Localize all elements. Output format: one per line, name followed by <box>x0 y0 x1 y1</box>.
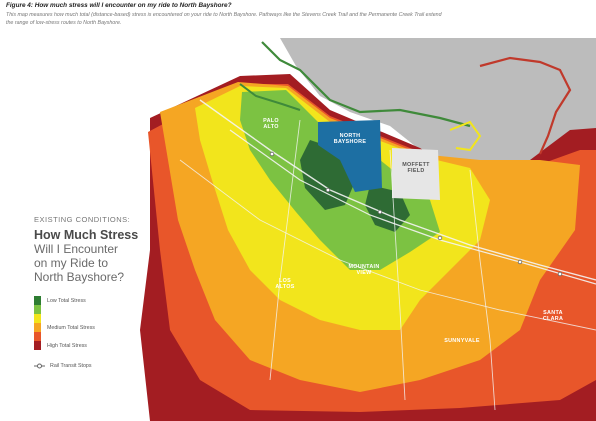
highway-101 <box>199 99 596 281</box>
legend-item <box>34 305 174 314</box>
legend-subheading-line: on my Ride to <box>34 256 109 270</box>
rail-stop <box>557 271 563 277</box>
rail-stop <box>517 259 523 265</box>
legend-transit-label: Rail Transit Stops <box>50 363 92 369</box>
label-palo-alto: PALO ALTO <box>263 118 279 131</box>
label-moffett-field: MOFFETT FIELD <box>402 162 430 175</box>
rail-stop <box>377 209 383 215</box>
stevens-creek-trail <box>239 83 301 111</box>
caltrain-line <box>229 129 596 285</box>
legend-subheading: Will I Encounter on my Ride to North Bay… <box>34 242 174 284</box>
rail-stop-icon <box>34 363 45 369</box>
legend-label-medium: Medium Total Stress <box>47 324 95 331</box>
bay-trail <box>261 41 471 128</box>
rail-stop <box>437 235 443 241</box>
legend-swatch-yellow <box>34 314 41 323</box>
legend-swatch-medium <box>34 323 41 332</box>
label-los-altos: LOS ALTOS <box>275 278 295 291</box>
east-bay-trail <box>479 56 572 155</box>
label-santa-clara: SANTA CLARA <box>542 310 564 323</box>
road-el-camino <box>179 159 596 331</box>
legend-subheading-line: North Bayshore? <box>34 270 125 284</box>
road-north-south-1 <box>269 119 301 381</box>
legend-subheading-line: Will I Encounter <box>34 242 119 256</box>
legend-swatch-low <box>34 296 41 305</box>
road-north-south-3 <box>469 169 496 411</box>
legend-label-high: High Total Stress <box>47 342 87 349</box>
map-legend: EXISTING CONDITIONS: How Much Stress Wil… <box>34 215 174 370</box>
label-sunnyvale: SUNNYVALE <box>444 338 480 344</box>
rail-stop <box>269 151 275 157</box>
shoreline-loop-trail <box>449 120 482 152</box>
label-mountain-view: MOUNTAIN VIEW <box>348 264 380 277</box>
bay-water <box>280 38 596 190</box>
label-north-bayshore: NORTH BAYSHORE <box>333 133 367 146</box>
legend-swatch-low-medium <box>34 305 41 314</box>
legend-item: Low Total Stress <box>34 296 174 305</box>
legend-item: High Total Stress <box>34 341 174 350</box>
north-bayshore-area <box>318 120 382 192</box>
figure-title: Figure 4: How much stress will I encount… <box>6 2 232 9</box>
legend-swatch-high <box>34 341 41 350</box>
legend-label-low: Low Total Stress <box>47 297 86 304</box>
moffett-field-area <box>392 148 440 200</box>
road-north-south-2 <box>389 149 406 401</box>
legend-item <box>34 314 174 323</box>
legend-heading: How Much Stress <box>34 228 139 242</box>
legend-item <box>34 332 174 341</box>
figure-description: This map measures how much total (distan… <box>6 12 442 26</box>
legend-item: Medium Total Stress <box>34 323 174 332</box>
legend-transit: Rail Transit Stops <box>34 362 174 370</box>
legend-kicker: EXISTING CONDITIONS: <box>34 215 131 224</box>
rail-stop <box>325 187 331 193</box>
legend-swatch-medium-high <box>34 332 41 341</box>
